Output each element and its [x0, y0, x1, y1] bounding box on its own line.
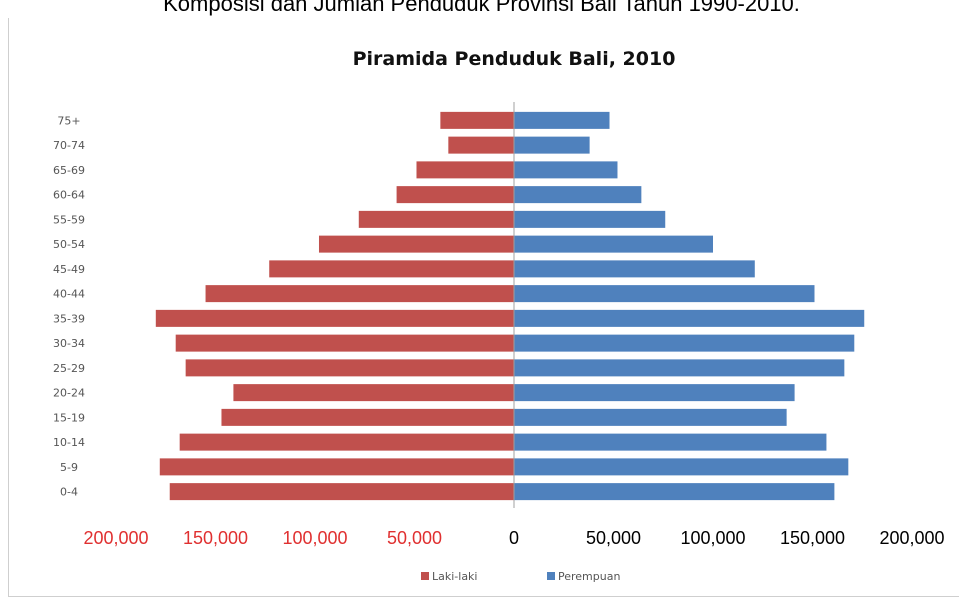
- page-caption: Komposisi dan Jumlah Penduduk Provinsi B…: [163, 0, 800, 16]
- male-bar: [179, 433, 514, 451]
- female-bar: [514, 408, 787, 426]
- male-bar: [396, 186, 514, 204]
- y-tick-label: 40-44: [53, 288, 85, 301]
- male-bar: [318, 235, 514, 253]
- male-bar: [175, 334, 514, 352]
- female-bar: [514, 384, 795, 402]
- male-bar: [233, 384, 514, 402]
- female-bar: [514, 483, 835, 501]
- female-bar: [514, 260, 755, 278]
- y-tick-label: 55-59: [53, 213, 85, 226]
- y-tick-label: 15-19: [53, 411, 85, 424]
- male-bar: [440, 111, 514, 129]
- y-tick-label: 5-9: [60, 461, 78, 474]
- y-tick-label: 30-34: [53, 337, 85, 350]
- x-tick-label: 150,000: [183, 528, 248, 548]
- x-tick-label: 50,000: [586, 528, 641, 548]
- y-tick-label: 35-39: [53, 312, 85, 325]
- population-pyramid-chart: Piramida Penduduk Bali, 2010 0-4 5-9 10-14 1…: [53, 48, 945, 583]
- female-bar: [514, 161, 618, 179]
- legend-swatch: [421, 572, 429, 580]
- female-bar: [514, 111, 610, 129]
- female-bar: [514, 334, 855, 352]
- y-tick-label: 70-74: [53, 139, 85, 152]
- male-bar: [159, 458, 514, 476]
- y-tick-label: 65-69: [53, 164, 85, 177]
- y-tick-label: 45-49: [53, 263, 85, 276]
- y-tick-label: 60-64: [53, 189, 85, 202]
- female-bar: [514, 458, 849, 476]
- x-tick-label: 100,000: [282, 528, 347, 548]
- x-tick-label: 0: [509, 528, 519, 548]
- male-bar: [205, 285, 515, 303]
- female-bar: [514, 235, 713, 253]
- male-bar: [169, 483, 515, 501]
- chart-frame: Piramida Penduduk Bali, 2010 0-4 5-9 10-14 1…: [8, 18, 959, 597]
- legend-label: Perempuan: [558, 570, 620, 583]
- female-bar: [514, 136, 590, 154]
- y-tick-label: 20-24: [53, 387, 85, 400]
- y-tick-label: 75+: [57, 114, 80, 127]
- male-bar: [185, 359, 514, 377]
- male-bar: [416, 161, 514, 179]
- legend-swatch: [547, 572, 555, 580]
- male-bar: [448, 136, 514, 154]
- y-tick-label: 0-4: [60, 486, 78, 499]
- female-bar: [514, 285, 815, 303]
- legend-label: Laki-laki: [432, 570, 478, 583]
- female-bar: [514, 186, 642, 204]
- female-bar: [514, 210, 666, 228]
- chart-title: Piramida Penduduk Bali, 2010: [353, 48, 676, 70]
- x-tick-label: 150,000: [780, 528, 845, 548]
- male-bar: [269, 260, 514, 278]
- female-bar: [514, 433, 827, 451]
- y-tick-label: 10-14: [53, 436, 85, 449]
- x-tick-label: 100,000: [680, 528, 745, 548]
- male-bar: [221, 408, 514, 426]
- x-tick-label: 50,000: [387, 528, 442, 548]
- male-bar: [155, 309, 515, 327]
- female-bar: [514, 309, 865, 327]
- y-tick-label: 25-29: [53, 362, 85, 375]
- x-tick-label: 200,000: [83, 528, 148, 548]
- male-bar: [358, 210, 514, 228]
- x-tick-label: 200,000: [879, 528, 944, 548]
- female-bar: [514, 359, 845, 377]
- y-tick-label: 50-54: [53, 238, 85, 251]
